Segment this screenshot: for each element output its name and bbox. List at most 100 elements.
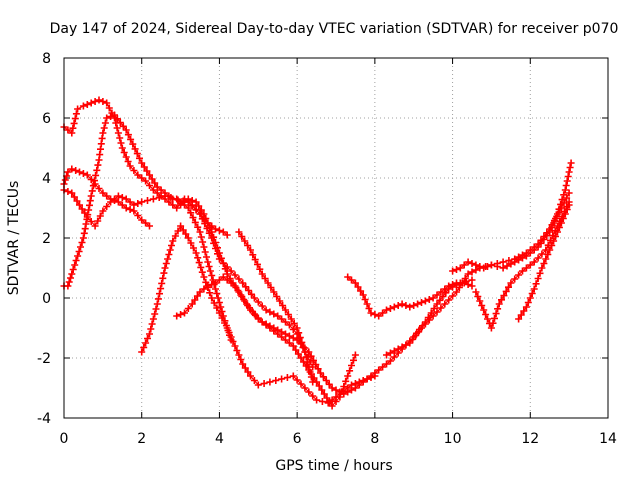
data-point	[282, 336, 289, 344]
data-point	[79, 170, 87, 177]
data-point	[342, 377, 350, 385]
data-point	[184, 305, 192, 312]
data-point	[445, 296, 453, 304]
data-point	[151, 310, 159, 318]
x-tick-label: 0	[60, 431, 69, 447]
data-point	[221, 265, 229, 273]
data-point	[181, 198, 188, 206]
data-point	[317, 369, 324, 377]
y-axis-label: SDTVAR / TECUs	[6, 181, 22, 296]
data-point	[562, 182, 570, 189]
data-point	[530, 258, 538, 266]
data-point	[99, 98, 107, 105]
data-point	[398, 300, 406, 308]
data-point	[315, 382, 323, 390]
data-point	[270, 288, 278, 296]
data-point	[65, 278, 73, 286]
data-point	[151, 179, 159, 187]
data-point	[153, 300, 161, 308]
data-point	[468, 268, 476, 276]
data-point	[520, 307, 528, 315]
data-point	[88, 187, 96, 195]
data-point	[212, 279, 219, 287]
data-point	[79, 234, 87, 242]
data-point	[87, 176, 95, 183]
data-point	[258, 318, 266, 326]
data-point	[92, 171, 100, 179]
data-point	[177, 201, 185, 209]
data-point	[196, 288, 204, 296]
data-point	[276, 297, 284, 305]
data-point	[468, 282, 476, 290]
data-point	[169, 201, 177, 209]
data-point	[559, 215, 567, 222]
data-point	[390, 347, 398, 355]
data-point	[147, 325, 155, 333]
data-point	[249, 251, 257, 259]
data-point	[386, 349, 394, 357]
data-point	[187, 239, 195, 247]
series-track-7	[177, 195, 476, 398]
data-point	[238, 293, 246, 300]
data-point	[359, 291, 367, 299]
data-point	[206, 224, 214, 231]
data-point	[213, 304, 221, 312]
data-point	[421, 297, 429, 305]
data-point	[332, 398, 340, 405]
data-point	[153, 183, 161, 191]
data-point	[565, 189, 573, 197]
data-point	[456, 264, 464, 272]
data-point	[540, 233, 548, 240]
data-point	[194, 254, 202, 262]
data-point	[154, 295, 162, 303]
data-point	[550, 237, 558, 245]
data-point	[495, 300, 503, 308]
data-point	[144, 335, 151, 342]
data-point	[433, 308, 441, 316]
data-point	[203, 253, 210, 261]
data-point	[505, 283, 512, 291]
data-point	[309, 363, 317, 371]
data-point	[328, 402, 336, 410]
data-point	[200, 243, 208, 251]
data-point	[113, 124, 121, 132]
data-point	[83, 171, 91, 179]
data-point	[532, 280, 540, 288]
data-point	[566, 164, 574, 171]
data-point	[95, 185, 103, 192]
data-point	[489, 319, 497, 327]
data-point	[285, 332, 293, 340]
x-tick-label: 8	[370, 431, 379, 447]
data-point	[80, 229, 88, 237]
data-point	[217, 254, 225, 262]
data-point	[542, 255, 550, 263]
data-point	[460, 261, 468, 269]
y-tick-label: 2	[42, 231, 51, 247]
data-point	[114, 198, 122, 206]
data-point	[351, 384, 359, 392]
data-point	[363, 375, 371, 383]
data-point	[205, 263, 213, 270]
data-point	[69, 124, 77, 132]
data-point	[472, 261, 480, 269]
data-point	[344, 372, 352, 380]
data-point	[223, 270, 231, 278]
data-point	[87, 218, 95, 225]
data-point	[235, 351, 243, 359]
data-point	[262, 320, 270, 328]
data-point	[79, 102, 87, 110]
data-point	[379, 363, 387, 371]
data-point	[266, 378, 274, 386]
data-point	[152, 305, 160, 313]
data-point	[177, 222, 185, 230]
data-point	[266, 308, 274, 316]
data-point	[70, 119, 78, 127]
data-point	[182, 230, 190, 238]
data-point	[239, 279, 247, 287]
data-point	[256, 265, 264, 273]
data-point	[69, 266, 77, 273]
data-point	[173, 195, 181, 203]
data-point	[204, 219, 212, 227]
data-point	[526, 261, 534, 269]
data-point	[190, 244, 197, 252]
